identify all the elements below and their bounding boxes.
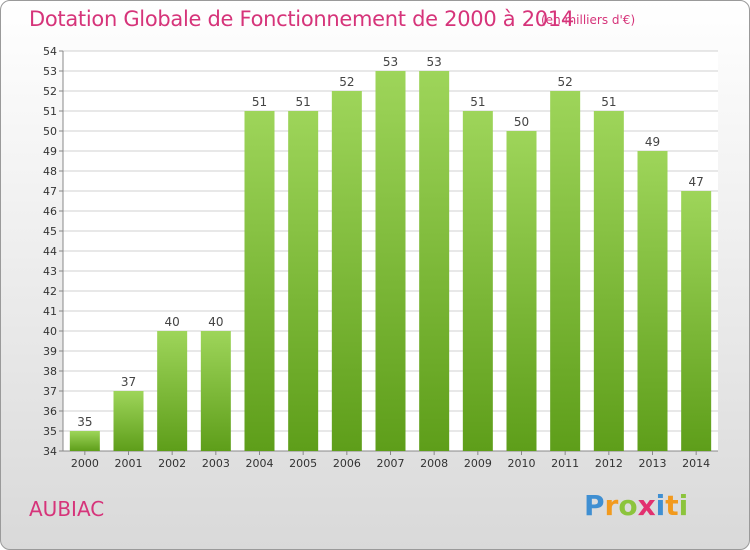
x-tick-label: 2004 xyxy=(246,457,274,470)
x-tick-label: 2007 xyxy=(377,457,405,470)
logo-letter: i xyxy=(678,489,689,522)
y-tick-label: 40 xyxy=(43,325,57,338)
y-tick-label: 38 xyxy=(43,365,57,378)
logo-letter: r xyxy=(604,489,619,522)
logo-letter: i xyxy=(655,489,666,522)
bar xyxy=(550,91,581,451)
bar-value-label: 47 xyxy=(689,175,704,189)
y-tick-label: 44 xyxy=(43,245,57,258)
y-tick-label: 52 xyxy=(43,85,57,98)
y-tick-label: 49 xyxy=(43,145,57,158)
bar xyxy=(637,151,668,451)
y-tick-label: 41 xyxy=(43,305,57,318)
y-tick-label: 36 xyxy=(43,405,57,418)
bar-value-label: 51 xyxy=(296,95,311,109)
chart-title: Dotation Globale de Fonctionnement de 20… xyxy=(29,7,574,31)
x-tick-label: 2010 xyxy=(508,457,536,470)
bar xyxy=(593,111,624,451)
bar-value-label: 51 xyxy=(252,95,267,109)
y-tick-label: 39 xyxy=(43,345,57,358)
x-tick-label: 2005 xyxy=(289,457,317,470)
y-tick-label: 35 xyxy=(43,425,57,438)
y-tick-label: 53 xyxy=(43,65,57,78)
bar-value-label: 49 xyxy=(645,135,660,149)
chart-subtitle: (en milliers d'€) xyxy=(541,13,636,27)
bar xyxy=(200,331,231,451)
y-tick-label: 54 xyxy=(43,45,57,58)
x-tick-label: 2008 xyxy=(420,457,448,470)
bar xyxy=(419,71,450,451)
bar-value-label: 52 xyxy=(558,75,573,89)
x-tick-label: 2002 xyxy=(158,457,186,470)
x-tick-label: 2011 xyxy=(551,457,579,470)
x-tick-label: 2006 xyxy=(333,457,361,470)
x-tick-label: 2012 xyxy=(595,457,623,470)
bar xyxy=(375,71,406,451)
commune-name: AUBIAC xyxy=(29,497,105,521)
bar xyxy=(157,331,188,451)
y-tick-label: 48 xyxy=(43,165,57,178)
logo-letter: x xyxy=(637,489,656,522)
bar-value-label: 53 xyxy=(383,55,398,69)
y-tick-label: 37 xyxy=(43,385,57,398)
logo-letter: P xyxy=(584,489,605,522)
x-tick-label: 2000 xyxy=(71,457,99,470)
bar-value-label: 52 xyxy=(339,75,354,89)
y-tick-label: 43 xyxy=(43,265,57,278)
x-tick-label: 2014 xyxy=(682,457,710,470)
proxiti-logo: Proxiti xyxy=(584,489,688,522)
bar-value-label: 53 xyxy=(427,55,442,69)
x-tick-label: 2001 xyxy=(115,457,143,470)
bar-value-label: 35 xyxy=(77,415,92,429)
y-tick-label: 50 xyxy=(43,125,57,138)
bar xyxy=(288,111,319,451)
bar-value-label: 50 xyxy=(514,115,529,129)
y-tick-label: 34 xyxy=(43,445,57,458)
bar-value-label: 37 xyxy=(121,375,136,389)
x-tick-label: 2013 xyxy=(639,457,667,470)
bar xyxy=(506,131,537,451)
bar xyxy=(113,391,144,451)
bar xyxy=(69,431,100,451)
y-tick-label: 45 xyxy=(43,225,57,238)
bar xyxy=(462,111,493,451)
y-tick-label: 51 xyxy=(43,105,57,118)
logo-letter: o xyxy=(618,489,638,522)
bar-value-label: 51 xyxy=(601,95,616,109)
y-tick-label: 42 xyxy=(43,285,57,298)
x-tick-label: 2009 xyxy=(464,457,492,470)
bar-value-label: 40 xyxy=(165,315,180,329)
y-tick-label: 46 xyxy=(43,205,57,218)
bar-value-label: 51 xyxy=(470,95,485,109)
bar xyxy=(681,191,712,451)
bar xyxy=(244,111,275,451)
y-tick-label: 47 xyxy=(43,185,57,198)
bar-value-label: 40 xyxy=(208,315,223,329)
bar xyxy=(331,91,362,451)
x-tick-label: 2003 xyxy=(202,457,230,470)
logo-letter: t xyxy=(665,489,679,522)
